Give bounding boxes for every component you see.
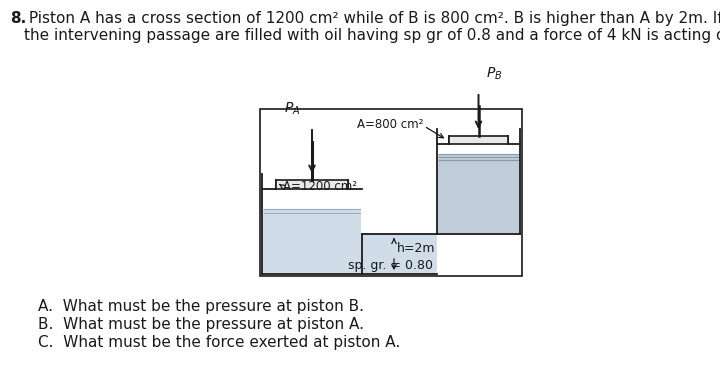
Bar <box>276 180 348 189</box>
Text: C.  What must be the force exerted at piston A.: C. What must be the force exerted at pis… <box>38 335 400 350</box>
Bar <box>260 109 522 276</box>
Text: A=800 cm²: A=800 cm² <box>357 117 423 131</box>
Text: 8.: 8. <box>10 11 26 26</box>
Text: A.  What must be the pressure at piston B.: A. What must be the pressure at piston B… <box>38 299 364 314</box>
Text: sp. gr. = 0.80: sp. gr. = 0.80 <box>348 259 433 272</box>
Bar <box>362 234 437 273</box>
Bar <box>438 154 519 233</box>
Text: h=2m: h=2m <box>397 241 436 255</box>
Text: $P_B$: $P_B$ <box>487 66 503 82</box>
Text: B.  What must be the pressure at piston A.: B. What must be the pressure at piston A… <box>38 317 364 332</box>
Text: $P_A$: $P_A$ <box>284 101 300 117</box>
Bar <box>449 136 508 144</box>
Text: A=1200 cm²: A=1200 cm² <box>283 180 357 193</box>
Text: Piston A has a cross section of 1200 cm² while of B is 800 cm². B is higher than: Piston A has a cross section of 1200 cm²… <box>24 11 720 44</box>
Bar <box>263 209 361 273</box>
